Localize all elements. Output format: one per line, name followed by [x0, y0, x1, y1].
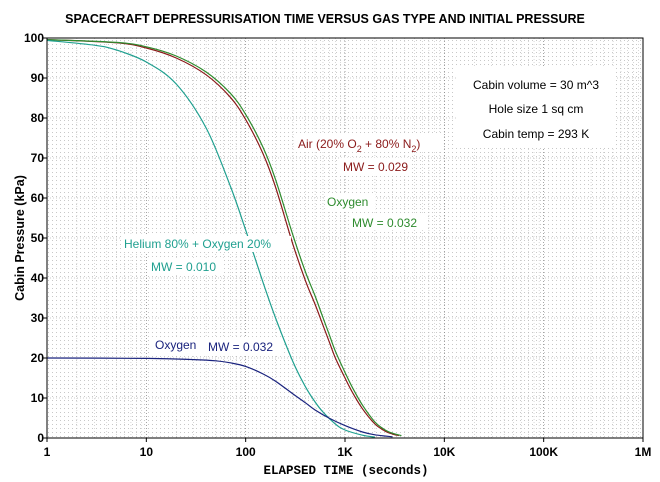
annotation-air: Air (20% O2 + 80% N2) MW = 0.029: [295, 134, 441, 174]
annotation-oxygen-high-mw-bg: [349, 214, 425, 230]
info-cabin-volume: Cabin volume = 30 m^3: [473, 78, 599, 92]
x-tick-label: 100K: [529, 445, 558, 459]
x-tick-label: 1: [44, 445, 51, 459]
y-axis-label: Cabin Pressure (kPa): [13, 175, 27, 301]
y-tick-label: 20: [31, 351, 45, 365]
y-tick-label: 60: [31, 191, 45, 205]
x-tick-label: 100: [236, 445, 256, 459]
y-axis-ticks: 0 10 20 30 40 50 60 70 80 90 100: [24, 31, 47, 445]
x-tick-label: 10K: [433, 445, 455, 459]
series-line-1: [46, 39, 402, 437]
annotation-air-mw-bg: [340, 158, 410, 174]
annotation-helium-name: Helium 80% + Oxygen 20%: [124, 237, 271, 251]
y-tick-label: 90: [31, 71, 45, 85]
air-label-sub2: 2: [411, 144, 416, 154]
y-tick-label: 0: [37, 431, 44, 445]
info-box: Cabin volume = 30 m^3 Hole size 1 sq cm …: [456, 66, 616, 148]
annotation-helium: Helium 80% + Oxygen 20% MW = 0.010: [121, 236, 291, 274]
y-tick-label: 70: [31, 151, 45, 165]
air-label-suffix: ): [416, 137, 420, 151]
info-hole-size: Hole size 1 sq cm: [489, 102, 584, 116]
y-tick-label: 30: [31, 311, 45, 325]
annotation-air-mw: MW = 0.029: [343, 160, 408, 174]
annotation-oxygen-low-bg: [152, 337, 282, 354]
annotation-air-bg: [295, 134, 441, 152]
annotation-helium-mw-bg: [148, 258, 224, 274]
annotation-oxygen-low-mw: MW = 0.032: [208, 340, 273, 354]
y-tick-label: 10: [31, 391, 45, 405]
series-line-3: [46, 357, 393, 438]
x-axis-ticks: 1 10 100 1K 10K 100K 1M: [44, 438, 652, 459]
annotation-oxygen-low-name: Oxygen: [155, 338, 196, 352]
annotation-helium-bg: [121, 236, 291, 252]
series-layer: [46, 39, 402, 438]
y-tick-label: 100: [24, 31, 44, 45]
y-tick-label: 80: [31, 111, 45, 125]
y-tick-label: 50: [31, 231, 45, 245]
x-tick-label: 10: [140, 445, 154, 459]
air-label-middle: + 80% N: [362, 137, 412, 151]
air-label-sub1: 2: [357, 144, 362, 154]
chart-title: SPACECRAFT DEPRESSURISATION TIME VERSUS …: [65, 12, 585, 26]
annotation-oxygen-high: Oxygen MW = 0.032: [325, 194, 425, 230]
y-tick-label: 40: [31, 271, 45, 285]
annotation-oxygen-high-bg: [325, 194, 375, 210]
annotation-air-label: Air (20% O2 + 80% N2): [298, 137, 420, 154]
air-label-prefix: Air (20% O: [298, 137, 357, 151]
annotation-oxygen-high-mw: MW = 0.032: [352, 216, 417, 230]
series-line-2: [46, 39, 375, 438]
series-line-0: [46, 39, 400, 437]
info-box-background: [456, 66, 616, 148]
info-cabin-temp: Cabin temp = 293 K: [483, 127, 589, 141]
annotation-helium-mw: MW = 0.010: [151, 260, 216, 274]
x-axis-label: ELAPSED TIME (seconds): [263, 464, 428, 478]
annotation-oxygen-low: Oxygen MW = 0.032: [152, 337, 282, 354]
x-tick-label: 1M: [635, 445, 652, 459]
annotation-oxygen-high-name: Oxygen: [327, 195, 368, 209]
x-tick-label: 1K: [337, 445, 353, 459]
